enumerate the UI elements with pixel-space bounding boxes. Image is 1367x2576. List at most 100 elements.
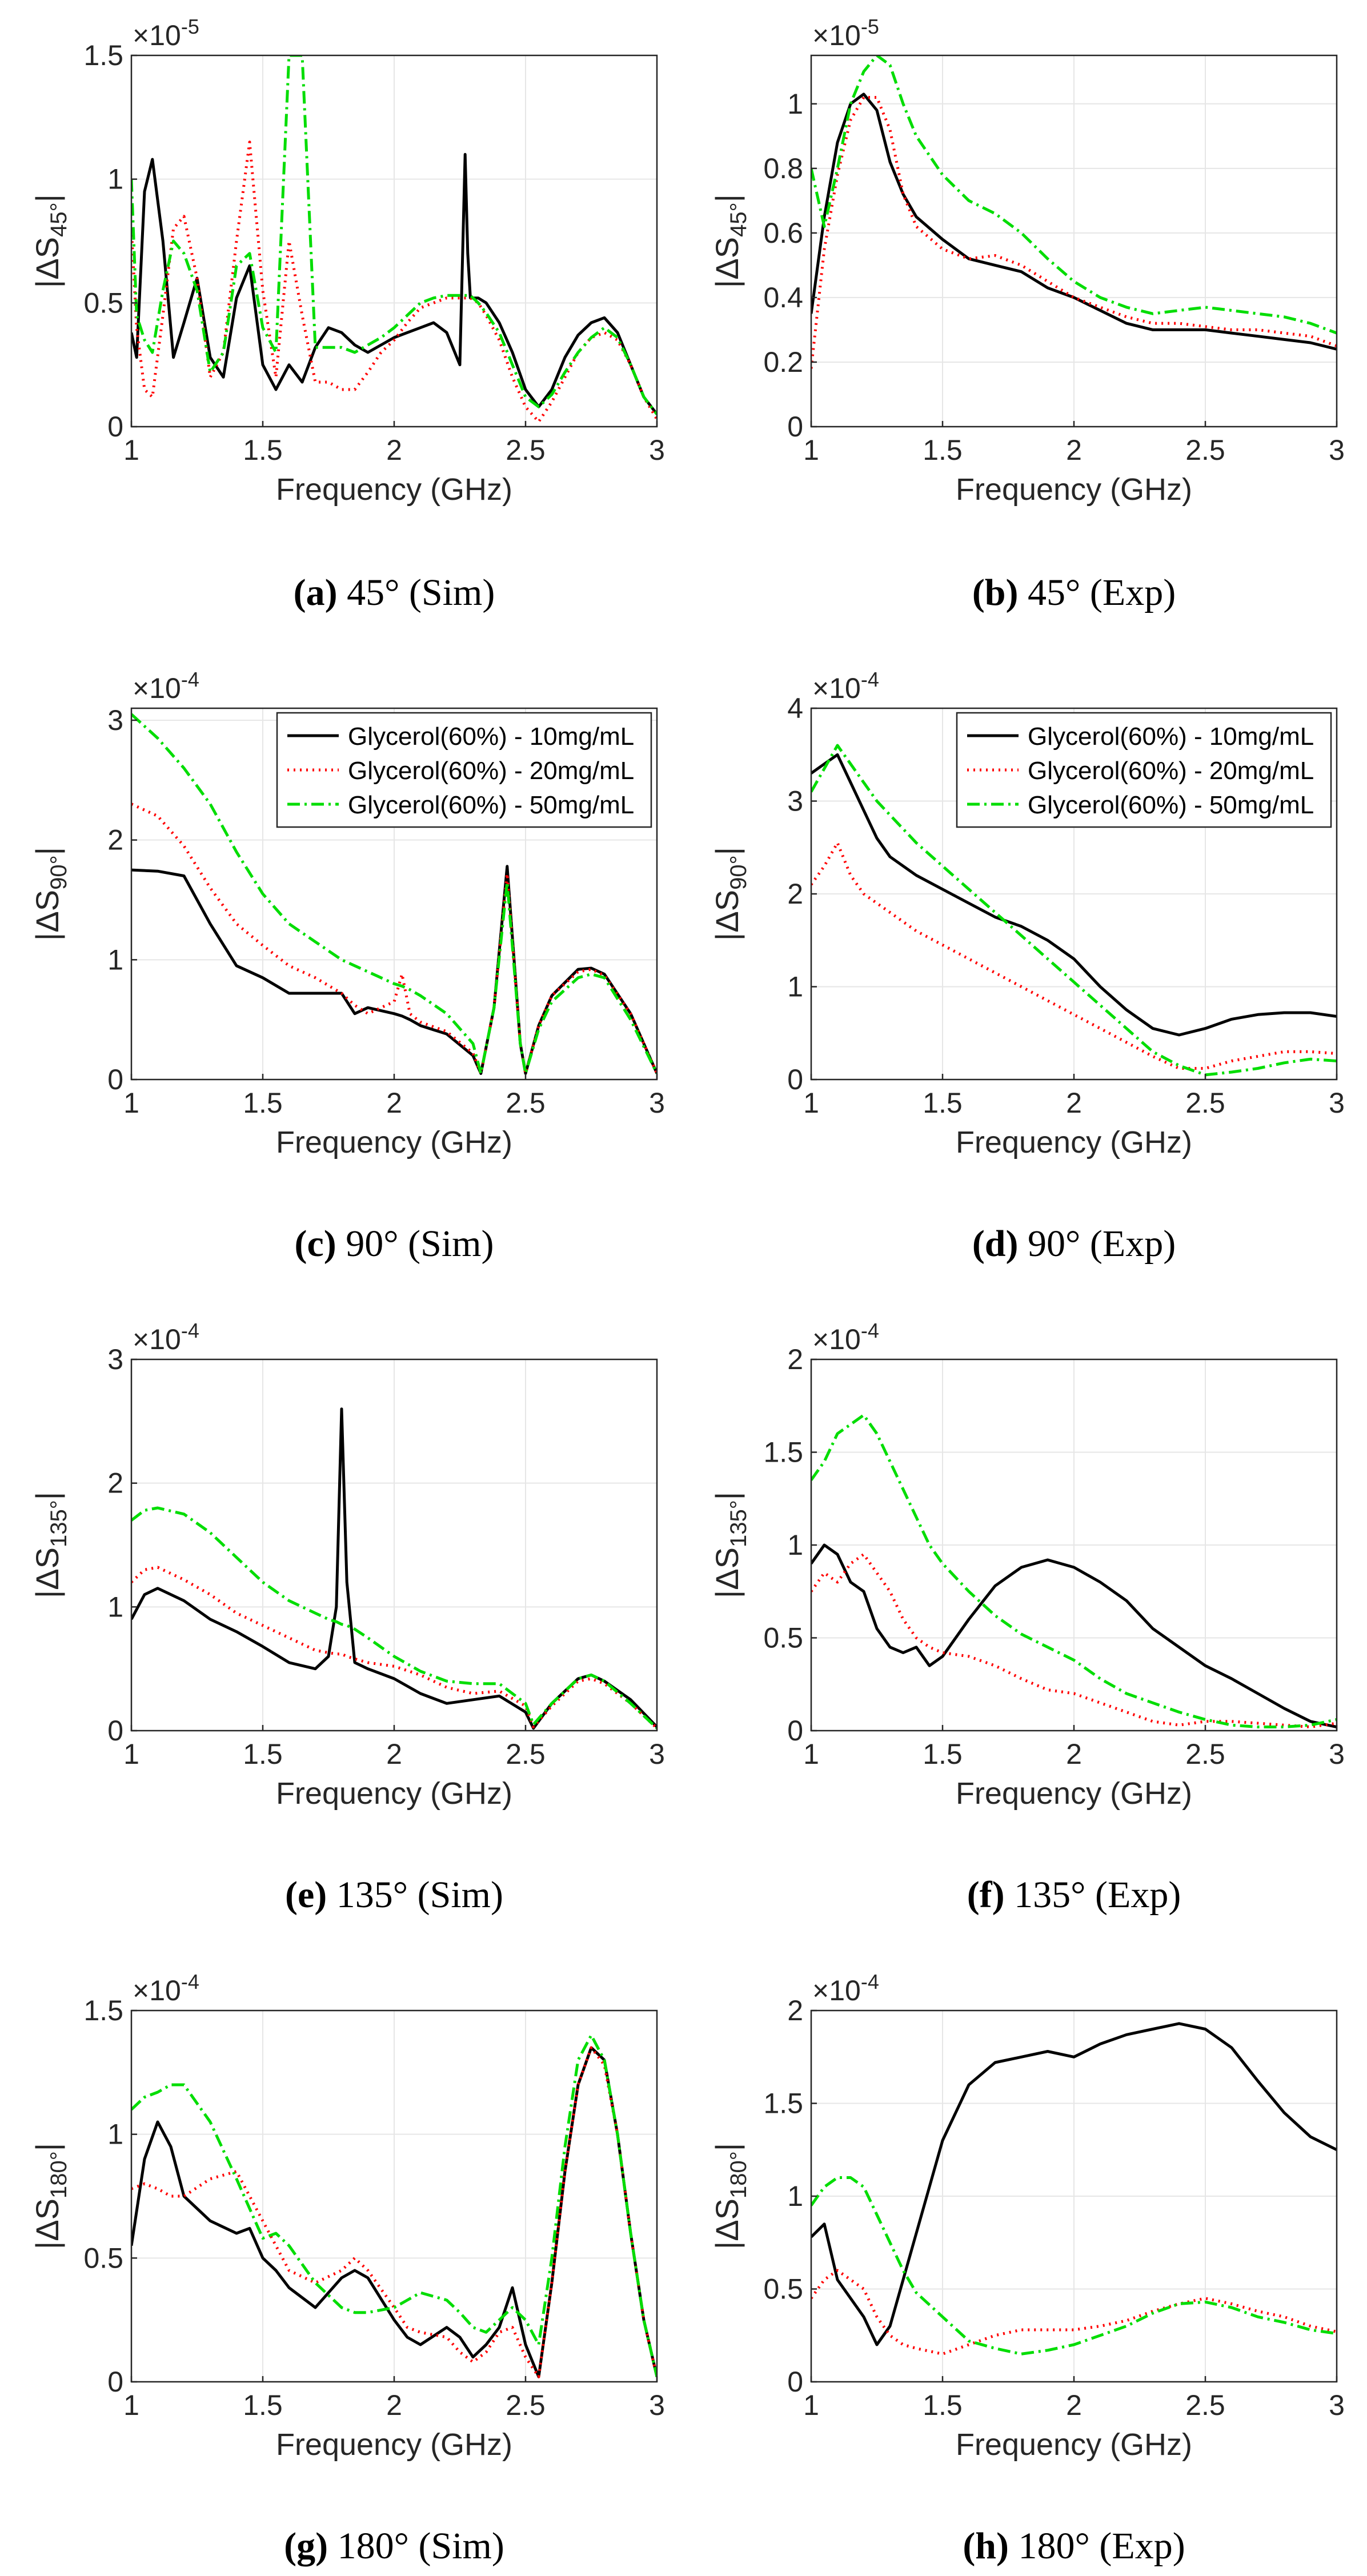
y-exponent: ×10-5 bbox=[812, 15, 879, 51]
y-tick-label: 0 bbox=[787, 1715, 803, 1747]
caption-text: 90° (Sim) bbox=[336, 1223, 494, 1265]
x-tick-label: 3 bbox=[649, 2389, 665, 2421]
x-tick-label: 3 bbox=[649, 434, 665, 466]
y-tick-label: 1 bbox=[107, 2118, 123, 2150]
y-tick-label: 0 bbox=[787, 1064, 803, 1096]
chart-g: 1 1.5 2 2.5 3 0 0.5 1 1.5 ×10-4 Frequency (GHz) |ΔS… bbox=[29, 1970, 665, 2462]
caption-letter: (e) bbox=[285, 1874, 327, 1916]
caption-letter: (g) bbox=[284, 2525, 328, 2567]
y-tick-label: 0 bbox=[107, 2366, 123, 2398]
series-line-2 bbox=[811, 1414, 1337, 1728]
y-axis-label: |ΔS180°| bbox=[29, 2143, 71, 2250]
legend-label: Glycerol(60%) - 20mg/mL bbox=[1028, 757, 1314, 785]
y-tick-label: 0.5 bbox=[763, 2273, 803, 2305]
x-tick-label: 1 bbox=[123, 1087, 139, 1119]
series-line-0 bbox=[131, 865, 657, 1075]
series-line-2 bbox=[131, 713, 657, 1075]
y-tick-label: 3 bbox=[107, 1343, 123, 1375]
legend-label: Glycerol(60%) - 10mg/mL bbox=[348, 723, 634, 751]
x-tick-label: 3 bbox=[1329, 434, 1345, 466]
x-axis-label: Frequency (GHz) bbox=[276, 1125, 512, 1159]
caption-h: (h) 180° (Exp) bbox=[788, 2525, 1360, 2568]
x-axis-label: Frequency (GHz) bbox=[956, 1125, 1192, 1159]
y-tick-label: 0.6 bbox=[763, 217, 803, 249]
series-line-0 bbox=[131, 153, 657, 415]
x-axis-label: Frequency (GHz) bbox=[276, 472, 512, 507]
x-tick-label: 2 bbox=[1066, 1087, 1082, 1119]
x-tick-label: 3 bbox=[1329, 2389, 1345, 2421]
x-tick-label: 1.5 bbox=[923, 1087, 963, 1119]
y-tick-label: 1.5 bbox=[83, 39, 123, 71]
caption-text: 180° (Exp) bbox=[1009, 2525, 1185, 2567]
y-tick-label: 0 bbox=[787, 411, 803, 443]
x-tick-label: 3 bbox=[1329, 1738, 1345, 1770]
series-line-1 bbox=[131, 2046, 657, 2378]
x-tick-label: 1.5 bbox=[243, 1087, 283, 1119]
caption-g: (g) 180° (Sim) bbox=[109, 2525, 680, 2568]
x-tick-label: 1.5 bbox=[923, 2389, 963, 2421]
caption-text: 135° (Sim) bbox=[327, 1874, 503, 1916]
x-tick-label: 2.5 bbox=[506, 2389, 546, 2421]
caption-b: (b) 45° (Exp) bbox=[788, 571, 1360, 615]
x-tick-label: 2 bbox=[1066, 434, 1082, 466]
y-tick-label: 3 bbox=[787, 785, 803, 817]
series-line-2 bbox=[811, 55, 1337, 335]
x-tick-label: 2.5 bbox=[1185, 2389, 1225, 2421]
x-axis-label: Frequency (GHz) bbox=[956, 472, 1192, 507]
y-tick-label: 0.2 bbox=[763, 346, 803, 378]
legend-label: Glycerol(60%) - 20mg/mL bbox=[348, 757, 634, 785]
x-tick-label: 2 bbox=[386, 2389, 402, 2421]
y-tick-label: 2 bbox=[787, 1343, 803, 1375]
series-line-1 bbox=[811, 96, 1337, 369]
legend: Glycerol(60%) - 10mg/mL Glycerol(60%) - 2… bbox=[276, 712, 652, 828]
y-axis-label: |ΔS45°| bbox=[709, 194, 751, 288]
x-tick-label: 2.5 bbox=[506, 1738, 546, 1770]
x-axis-label: Frequency (GHz) bbox=[956, 1776, 1192, 1811]
y-axis-label: |ΔS135°| bbox=[709, 1492, 751, 1599]
y-tick-label: 1 bbox=[787, 971, 803, 1003]
y-tick-label: 0.5 bbox=[763, 1622, 803, 1654]
caption-letter: (a) bbox=[293, 572, 338, 613]
caption-c: (c) 90° (Sim) bbox=[109, 1222, 680, 1266]
caption-letter: (h) bbox=[963, 2525, 1009, 2567]
legend-label: Glycerol(60%) - 50mg/mL bbox=[1028, 791, 1314, 819]
y-tick-label: 0 bbox=[787, 2366, 803, 2398]
x-tick-label: 1.5 bbox=[923, 434, 963, 466]
series-line-1 bbox=[811, 2269, 1337, 2356]
series-line-0 bbox=[811, 93, 1337, 351]
y-axis-label: |ΔS135°| bbox=[29, 1492, 71, 1599]
y-tick-label: 2 bbox=[107, 1467, 123, 1499]
caption-text: 90° (Exp) bbox=[1018, 1223, 1176, 1265]
y-tick-label: 0.5 bbox=[83, 287, 123, 319]
series-line-2 bbox=[131, 1506, 657, 1730]
series-line-2 bbox=[811, 2176, 1337, 2356]
chart-b: 1 1.5 2 2.5 3 0 0.2 0.4 0.6 0.8 1 ×10-5 Frequency (G… bbox=[709, 15, 1345, 507]
y-exponent: ×10-4 bbox=[812, 1970, 879, 2007]
series-line-2 bbox=[131, 2033, 657, 2377]
y-exponent: ×10-4 bbox=[812, 1319, 879, 1355]
x-tick-label: 2.5 bbox=[1185, 1738, 1225, 1770]
series-line-2 bbox=[131, 55, 657, 415]
caption-letter: (d) bbox=[972, 1223, 1019, 1265]
y-tick-label: 0.4 bbox=[763, 282, 803, 314]
x-tick-label: 1 bbox=[803, 1738, 819, 1770]
y-tick-label: 3 bbox=[107, 704, 123, 736]
y-exponent: ×10-4 bbox=[133, 1319, 199, 1355]
y-tick-label: 0.8 bbox=[763, 153, 803, 184]
series-line-1 bbox=[131, 803, 657, 1075]
caption-text: 45° (Sim) bbox=[337, 572, 495, 613]
x-axis-label: Frequency (GHz) bbox=[956, 2427, 1192, 2462]
x-tick-label: 2 bbox=[1066, 2389, 1082, 2421]
x-tick-label: 3 bbox=[1329, 1087, 1345, 1119]
x-tick-label: 2 bbox=[386, 434, 402, 466]
y-tick-label: 1.5 bbox=[763, 2088, 803, 2120]
x-tick-label: 2.5 bbox=[506, 434, 546, 466]
x-tick-label: 3 bbox=[649, 1738, 665, 1770]
chart-h: 1 1.5 2 2.5 3 0 0.5 1 1.5 2 ×10-4 Frequency (GHz) |Δ… bbox=[709, 1970, 1345, 2462]
x-tick-label: 3 bbox=[649, 1087, 665, 1119]
legend-label: Glycerol(60%) - 10mg/mL bbox=[1028, 723, 1314, 751]
